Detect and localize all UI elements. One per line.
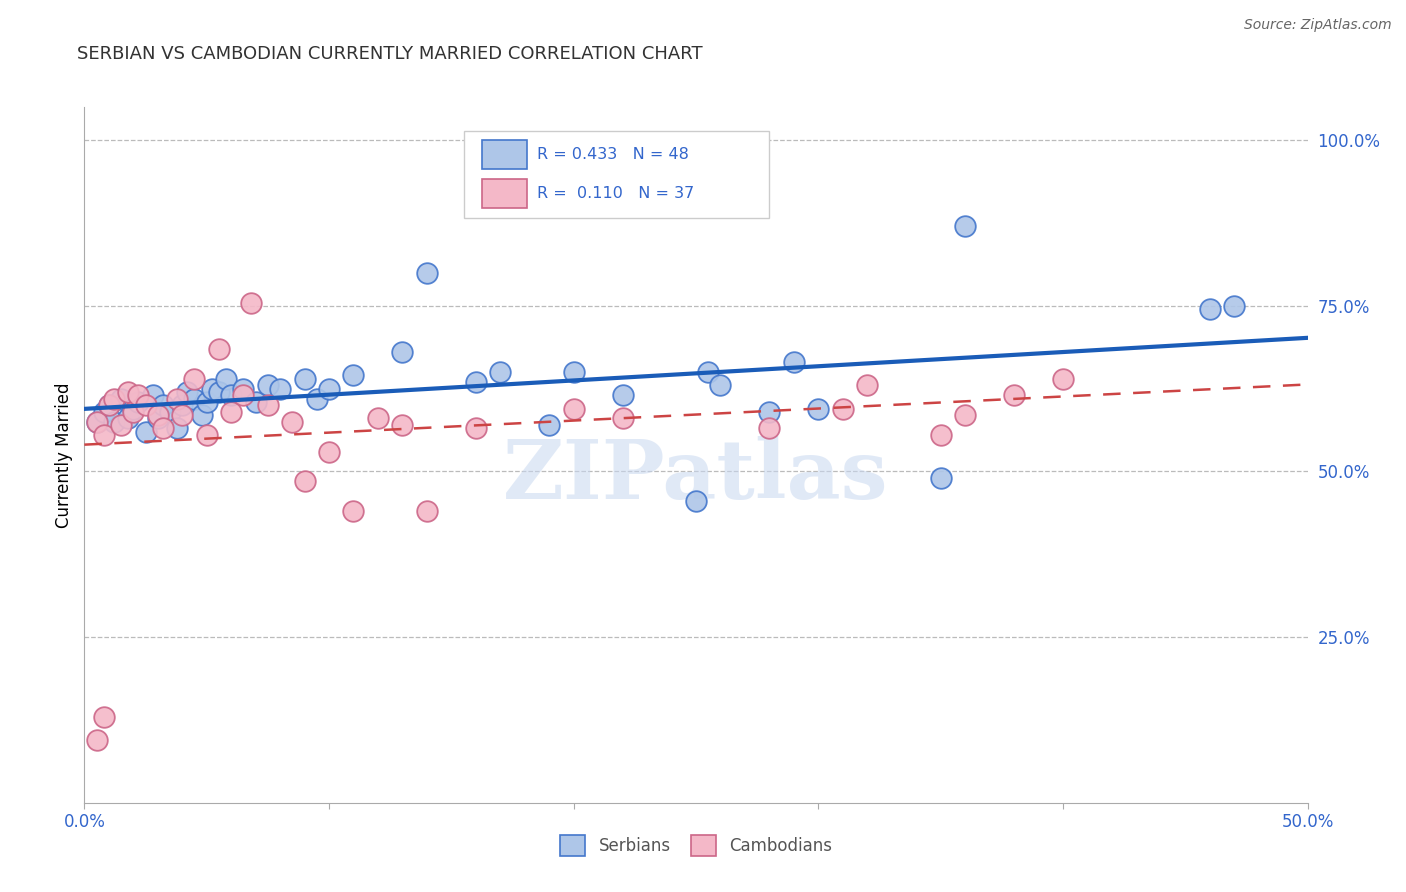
- Point: [208, 342, 231, 356]
- Point: [215, 372, 238, 386]
- Point: [342, 368, 364, 383]
- Point: [135, 398, 157, 412]
- Point: [318, 444, 340, 458]
- Point: [416, 504, 439, 518]
- Point: [697, 365, 720, 379]
- Point: [257, 398, 280, 412]
- Point: [269, 382, 291, 396]
- Text: Source: ZipAtlas.com: Source: ZipAtlas.com: [1244, 18, 1392, 32]
- Point: [183, 392, 205, 406]
- Point: [562, 401, 585, 416]
- Point: [831, 401, 853, 416]
- Text: SERBIAN VS CAMBODIAN CURRENTLY MARRIED CORRELATION CHART: SERBIAN VS CAMBODIAN CURRENTLY MARRIED C…: [77, 45, 703, 62]
- Point: [142, 388, 165, 402]
- Point: [1198, 302, 1220, 317]
- Point: [127, 395, 149, 409]
- Point: [709, 378, 731, 392]
- Point: [166, 421, 188, 435]
- Point: [135, 425, 157, 439]
- Point: [117, 411, 139, 425]
- Point: [122, 405, 145, 419]
- Point: [103, 392, 125, 406]
- Point: [117, 384, 139, 399]
- Point: [97, 398, 120, 412]
- Point: [929, 428, 952, 442]
- Point: [294, 475, 316, 489]
- Point: [856, 378, 879, 392]
- Text: ZIPatlas: ZIPatlas: [503, 436, 889, 516]
- Point: [110, 392, 132, 406]
- Text: R =  0.110   N = 37: R = 0.110 N = 37: [537, 186, 695, 201]
- Point: [97, 398, 120, 412]
- Point: [219, 388, 242, 402]
- Point: [172, 398, 194, 412]
- Point: [464, 421, 486, 435]
- Point: [281, 415, 304, 429]
- Point: [342, 504, 364, 518]
- Point: [152, 421, 174, 435]
- Point: [195, 395, 218, 409]
- Point: [257, 378, 280, 392]
- Point: [562, 365, 585, 379]
- Point: [152, 398, 174, 412]
- Point: [232, 388, 254, 402]
- Point: [183, 372, 205, 386]
- Point: [305, 392, 328, 406]
- FancyBboxPatch shape: [482, 140, 527, 169]
- Point: [86, 415, 108, 429]
- Point: [232, 382, 254, 396]
- Point: [166, 392, 188, 406]
- Point: [176, 384, 198, 399]
- Text: R = 0.433   N = 48: R = 0.433 N = 48: [537, 147, 689, 162]
- Point: [294, 372, 316, 386]
- Point: [953, 408, 976, 422]
- Point: [208, 384, 231, 399]
- Point: [110, 418, 132, 433]
- Point: [200, 382, 222, 396]
- Point: [86, 415, 108, 429]
- Point: [239, 295, 262, 310]
- Y-axis label: Currently Married: Currently Married: [55, 382, 73, 528]
- Point: [103, 415, 125, 429]
- Point: [612, 388, 634, 402]
- Point: [391, 345, 413, 359]
- Point: [1223, 299, 1246, 313]
- Point: [172, 408, 194, 422]
- FancyBboxPatch shape: [482, 178, 527, 208]
- Point: [122, 401, 145, 416]
- Point: [929, 471, 952, 485]
- Point: [612, 411, 634, 425]
- Point: [159, 405, 181, 419]
- Point: [758, 405, 780, 419]
- Point: [318, 382, 340, 396]
- Point: [146, 408, 169, 422]
- Legend: Serbians, Cambodians: Serbians, Cambodians: [551, 827, 841, 864]
- Point: [219, 405, 242, 419]
- Point: [86, 732, 108, 747]
- Point: [367, 411, 389, 425]
- Point: [127, 388, 149, 402]
- Point: [464, 375, 486, 389]
- Point: [146, 411, 169, 425]
- Point: [783, 355, 806, 369]
- Point: [758, 421, 780, 435]
- Point: [93, 405, 115, 419]
- Point: [93, 709, 115, 723]
- Point: [1002, 388, 1025, 402]
- Point: [538, 418, 561, 433]
- Point: [391, 418, 413, 433]
- Point: [195, 428, 218, 442]
- Point: [1052, 372, 1074, 386]
- Point: [245, 395, 267, 409]
- Point: [416, 266, 439, 280]
- Point: [953, 219, 976, 234]
- FancyBboxPatch shape: [464, 131, 769, 219]
- Point: [93, 428, 115, 442]
- Point: [685, 494, 707, 508]
- Point: [807, 401, 830, 416]
- Point: [191, 408, 214, 422]
- Point: [489, 365, 512, 379]
